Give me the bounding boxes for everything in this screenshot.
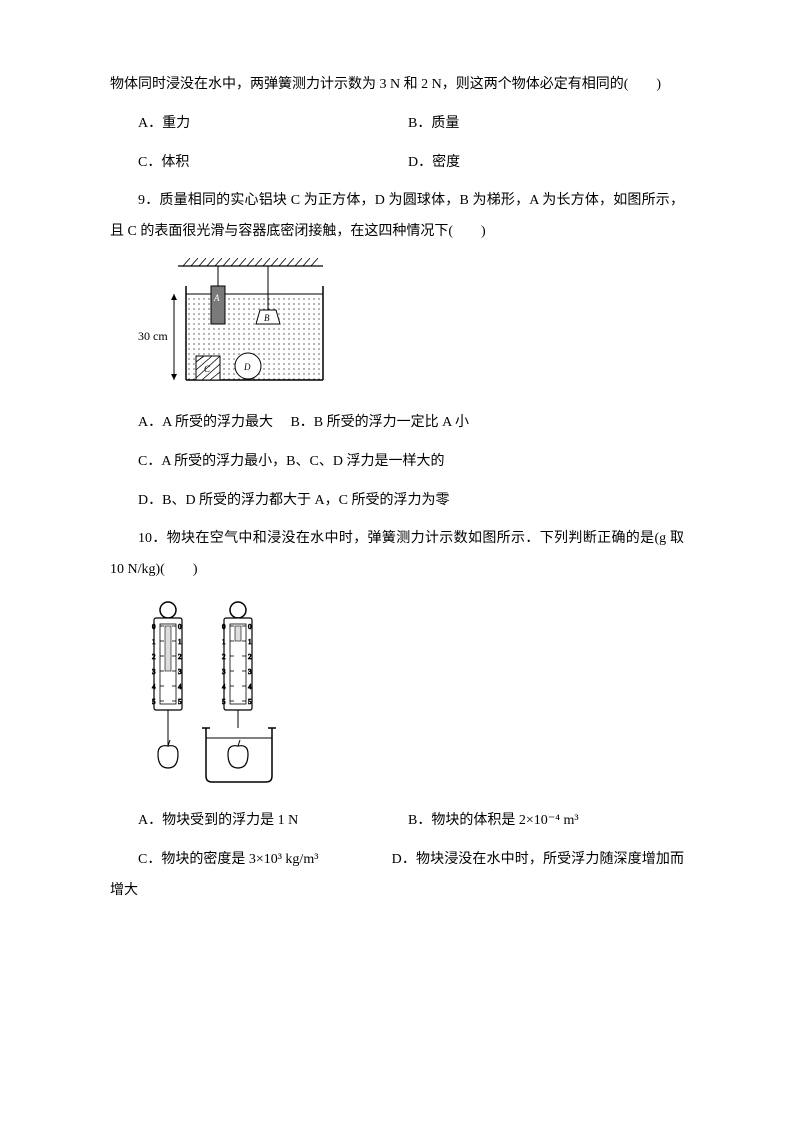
intro-option-b: B．质量 [408, 109, 678, 140]
svg-text:1: 1 [222, 638, 226, 646]
svg-text:B: B [264, 313, 270, 323]
svg-text:5: 5 [222, 698, 226, 706]
right-dynamometer: 0 1 2 3 4 5 0 1 2 3 4 5 [202, 602, 276, 782]
svg-text:5: 5 [152, 698, 156, 706]
svg-text:2: 2 [248, 653, 252, 661]
q9-figure-label: 30 cm [138, 329, 168, 343]
intro-options-row1: A．重力 B．质量 [110, 109, 684, 140]
q9-option-d: D．B、D 所受的浮力都大于 A，C 所受的浮力为零 [110, 486, 684, 517]
svg-text:1: 1 [248, 638, 252, 646]
svg-text:5: 5 [248, 698, 252, 706]
q9-figure: A B C D 30 cm [110, 258, 684, 398]
svg-text:C: C [204, 364, 211, 374]
q9-option-c: C．A 所受的浮力最小，B、C、D 浮力是一样大的 [110, 447, 684, 478]
svg-text:4: 4 [152, 683, 156, 691]
left-dynamometer: 0 1 2 3 4 5 0 1 2 3 4 5 [152, 602, 182, 768]
svg-text:0: 0 [222, 623, 226, 631]
q10-options-row1: A．物块受到的浮力是 1 N B．物块的体积是 2×10⁻⁴ m³ [110, 806, 684, 837]
intro-line: 物体同时浸没在水中，两弹簧测力计示数为 3 N 和 2 N，则这两个物体必定有相… [110, 70, 684, 101]
svg-text:1: 1 [152, 638, 156, 646]
svg-text:3: 3 [178, 668, 182, 676]
svg-text:0: 0 [178, 623, 182, 631]
q10-options-row2: C．物块的密度是 3×10³ kg/m³ D．物块浸没在水中时，所受浮力随深度增… [110, 845, 684, 907]
svg-text:0: 0 [248, 623, 252, 631]
svg-text:D: D [243, 362, 251, 372]
svg-text:4: 4 [178, 683, 182, 691]
svg-text:3: 3 [152, 668, 156, 676]
svg-text:2: 2 [178, 653, 182, 661]
svg-text:A: A [213, 293, 220, 303]
q9-option-a: A．A 所受的浮力最大 B．B 所受的浮力一定比 A 小 [110, 408, 684, 439]
svg-text:5: 5 [178, 698, 182, 706]
q10-option-a: A．物块受到的浮力是 1 N [110, 806, 408, 837]
intro-option-a: A．重力 [110, 109, 408, 140]
intro-options-row2: C．体积 D．密度 [110, 148, 684, 179]
q10-option-c: C．物块的密度是 3×10³ kg/m³ [110, 845, 388, 876]
intro-option-d: D．密度 [408, 148, 678, 179]
svg-text:1: 1 [178, 638, 182, 646]
svg-text:3: 3 [222, 668, 226, 676]
q10-stem: 10．物块在空气中和浸没在水中时，弹簧测力计示数如图所示．下列判断正确的是(g … [110, 524, 684, 586]
q10-figure: 0 1 2 3 4 5 0 1 2 3 4 5 [110, 596, 684, 796]
svg-text:4: 4 [248, 683, 252, 691]
svg-text:2: 2 [222, 653, 226, 661]
svg-text:4: 4 [222, 683, 226, 691]
intro-option-c: C．体积 [110, 148, 408, 179]
svg-text:2: 2 [152, 653, 156, 661]
q10-option-b: B．物块的体积是 2×10⁻⁴ m³ [408, 806, 678, 837]
svg-text:0: 0 [152, 623, 156, 631]
svg-text:3: 3 [248, 668, 252, 676]
q9-stem: 9．质量相同的实心铝块 C 为正方体，D 为圆球体，B 为梯形，A 为长方体，如… [110, 186, 684, 248]
